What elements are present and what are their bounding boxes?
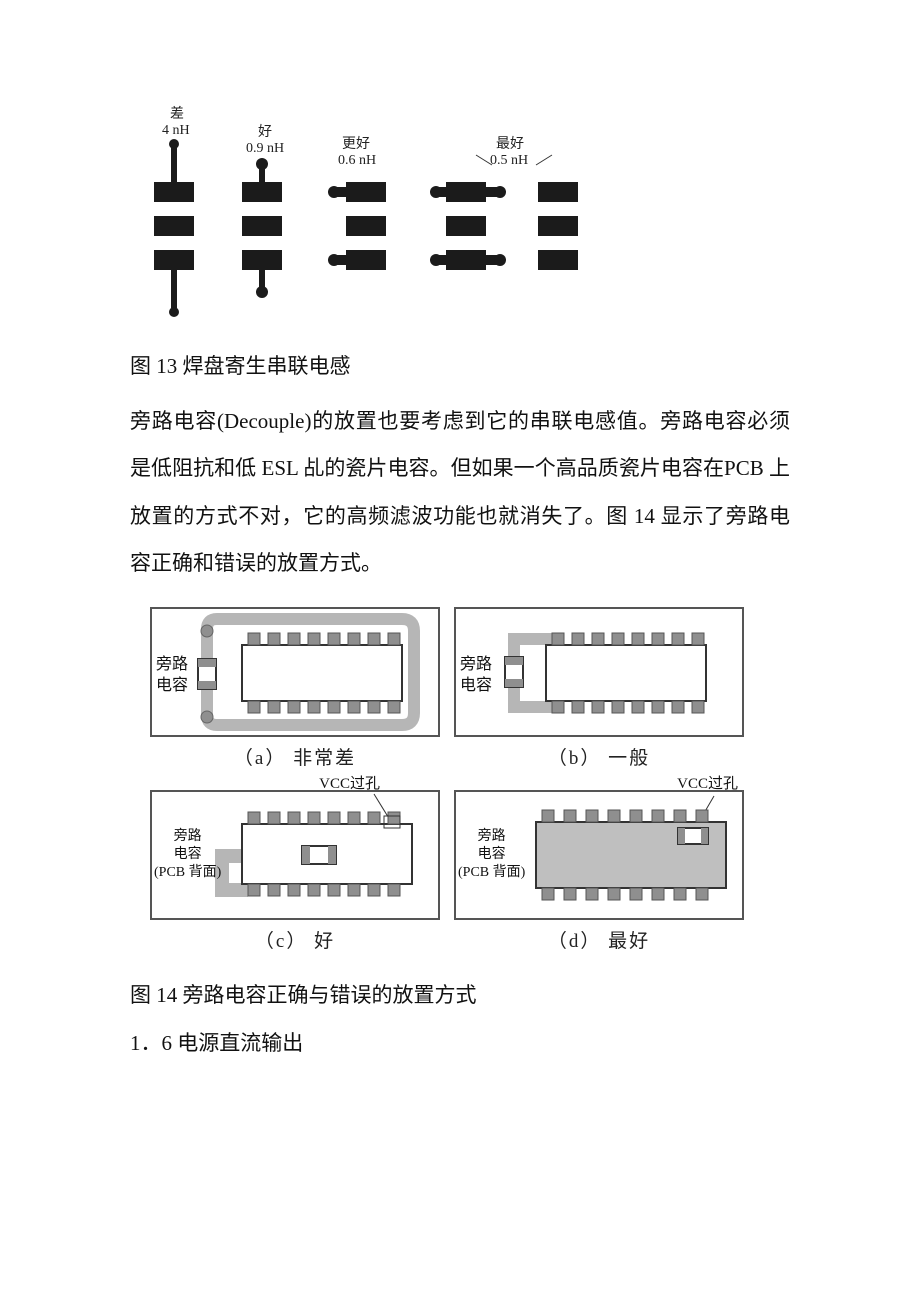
fig13-col3-quality: 最好 bbox=[496, 136, 524, 152]
fig13-col1-value: 0.9 nH bbox=[246, 141, 284, 156]
fig14-c-vcc-label: VCC过孔 bbox=[319, 772, 380, 793]
fig13-col1-quality: 好 bbox=[258, 124, 272, 140]
fig13-col2-quality: 更好 bbox=[342, 136, 370, 152]
figure-13: 差 4 nH 好 0.9 nH 更好 0.6 nH bbox=[140, 100, 790, 330]
fig14-sub-c: （c） 好 bbox=[150, 926, 440, 953]
figure-14: 旁路电容 （a） 非常差 bbox=[150, 607, 790, 969]
fig14-panel-d: VCC过孔 旁路电容(PCB 背面) bbox=[454, 790, 744, 920]
section-heading: 1．6 电源直流输出 bbox=[130, 1027, 790, 1057]
figure-14-caption: 图 14 旁路电容正确与错误的放置方式 bbox=[130, 979, 790, 1009]
fig14-d-cap-label: 旁路电容(PCB 背面) bbox=[458, 828, 525, 883]
fig14-b-cap-label: 旁路电容 bbox=[460, 655, 492, 697]
body-paragraph-1: 旁路电容(Decouple)的放置也要考虑到它的串联电感值。旁路电容必须是低阻抗… bbox=[130, 398, 790, 587]
fig14-c-cap-label: 旁路电容(PCB 背面) bbox=[154, 828, 221, 883]
fig14-panel-b: 旁路电容 bbox=[454, 607, 744, 737]
fig14-sub-b: （b） 一般 bbox=[454, 743, 744, 770]
fig14-panel-c: VCC过孔 bbox=[150, 790, 440, 920]
fig14-d-vcc-label: VCC过孔 bbox=[677, 772, 738, 793]
fig13-col0-value: 4 nH bbox=[162, 123, 190, 138]
fig14-a-cap-label: 旁路电容 bbox=[156, 655, 188, 697]
fig13-col0-quality: 差 bbox=[170, 106, 184, 122]
fig14-sub-a: （a） 非常差 bbox=[150, 743, 440, 770]
fig14-sub-d: （d） 最好 bbox=[454, 926, 744, 953]
fig13-col2-value: 0.6 nH bbox=[338, 153, 376, 168]
figure-13-caption: 图 13 焊盘寄生串联电感 bbox=[130, 350, 790, 380]
fig14-panel-a: 旁路电容 bbox=[150, 607, 440, 737]
fig13-col3-value: 0.5 nH bbox=[490, 153, 528, 168]
